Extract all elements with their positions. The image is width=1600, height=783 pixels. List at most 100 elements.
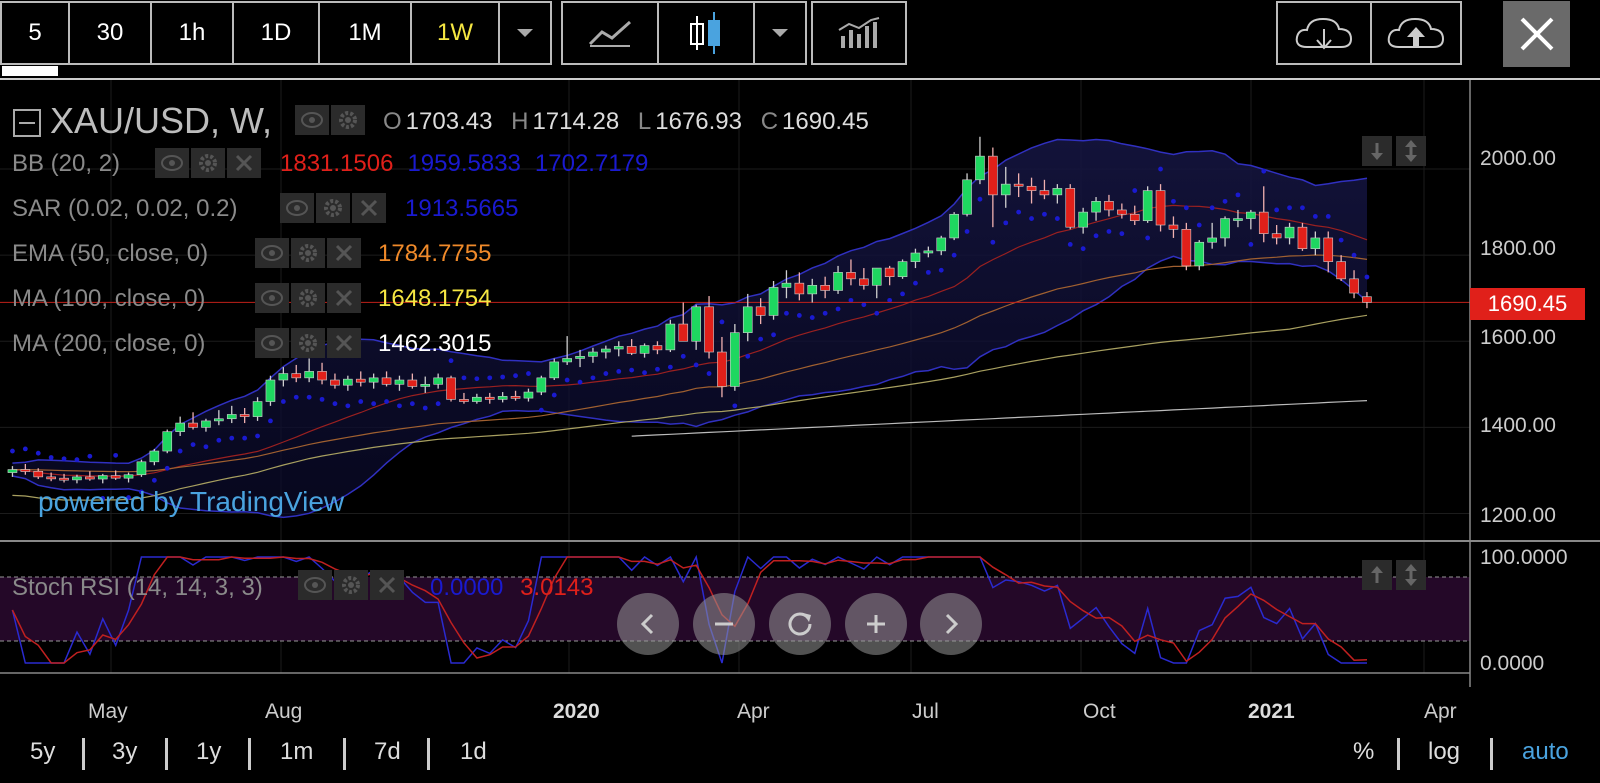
interval-1d-button[interactable]: 1D <box>232 1 320 65</box>
visibility-button[interactable] <box>155 148 189 178</box>
candle <box>639 343 650 358</box>
settings-button[interactable] <box>191 148 225 178</box>
visibility-button[interactable] <box>295 105 329 135</box>
sar-dot <box>280 399 286 404</box>
remove-button[interactable] <box>227 148 261 178</box>
cloud-download-button[interactable] <box>1276 1 1372 65</box>
candle-body <box>871 267 882 286</box>
percent-scale-button[interactable]: % <box>1353 738 1375 765</box>
range-1d-button[interactable]: 1d <box>460 738 487 765</box>
visibility-button[interactable] <box>255 238 289 268</box>
candle <box>510 390 521 401</box>
remove-button[interactable] <box>352 193 386 223</box>
time-tick-label: 2020 <box>553 700 600 723</box>
reset-button[interactable] <box>769 593 831 655</box>
line-chart-button[interactable] <box>561 1 659 65</box>
zoom-out-button[interactable] <box>693 593 755 655</box>
candle <box>910 248 921 269</box>
sar-dot <box>913 280 918 286</box>
scroll-left-button[interactable] <box>617 593 679 655</box>
divider <box>427 738 430 770</box>
remove-button[interactable] <box>370 570 404 600</box>
interval-1m-button[interactable]: 1M <box>318 1 412 65</box>
divider <box>1397 738 1400 770</box>
interval-1h-button[interactable]: 1h <box>150 1 234 65</box>
candle-body <box>575 356 585 359</box>
settings-button[interactable] <box>291 283 325 313</box>
candle-body <box>317 371 327 381</box>
candle <box>678 302 689 342</box>
scroll-right-button[interactable] <box>920 593 982 655</box>
stoch-scale-expand-button[interactable] <box>1396 560 1426 590</box>
indicator-values: 1784.7755 <box>378 240 505 268</box>
settings-button[interactable] <box>334 570 368 600</box>
remove-button[interactable] <box>327 238 361 268</box>
high-value: 1714.28 <box>532 108 620 135</box>
candle-body <box>1168 224 1179 230</box>
visibility-button[interactable] <box>280 193 314 223</box>
sar-dot <box>655 366 660 372</box>
candle-body <box>846 272 856 280</box>
range-5y-button[interactable]: 5y <box>30 738 56 765</box>
chart-type-dropdown-button[interactable] <box>753 1 807 65</box>
candle-body <box>962 179 972 215</box>
candle <box>1155 184 1166 232</box>
candle <box>652 341 663 355</box>
scale-down-button[interactable] <box>1362 136 1392 166</box>
cloud-download-icon <box>1295 17 1353 50</box>
candle <box>484 392 495 404</box>
range-7d-button[interactable]: 7d <box>374 738 401 765</box>
zoom-in-button[interactable] <box>845 593 907 655</box>
interval-1w-button[interactable]: 1W <box>410 1 500 65</box>
sar-dot <box>732 403 738 409</box>
scale-expand-button[interactable] <box>1396 136 1426 166</box>
settings-button[interactable] <box>331 105 365 135</box>
chevron-right-icon <box>945 613 959 635</box>
candle-body <box>497 396 508 400</box>
auto-scale-button[interactable]: auto <box>1522 738 1569 765</box>
settings-button[interactable] <box>291 328 325 358</box>
range-1m-button[interactable]: 1m <box>280 738 314 765</box>
interval-dropdown-button[interactable] <box>498 1 552 65</box>
high-label: H <box>511 108 529 135</box>
range-1y-button[interactable]: 1y <box>196 738 222 765</box>
collapse-icon[interactable] <box>12 108 42 138</box>
indicators-icon <box>838 17 880 48</box>
stoch-scale-up-button[interactable] <box>1362 560 1392 590</box>
toolbar-scroll-indicator[interactable] <box>2 66 58 76</box>
candle <box>1258 186 1269 243</box>
price-chart[interactable] <box>0 80 1600 730</box>
stoch-values: 0.0000 3.0143 <box>430 574 593 602</box>
sar-dot <box>938 267 944 273</box>
indicator-value: 1831.1506 <box>280 150 394 177</box>
candle <box>742 293 753 342</box>
time-tick-label: 2021 <box>1248 700 1295 723</box>
log-scale-button[interactable]: log <box>1428 738 1461 765</box>
settings-button[interactable] <box>316 193 350 223</box>
sar-dot <box>216 437 222 443</box>
visibility-button[interactable] <box>298 570 332 600</box>
close-icon <box>360 199 378 217</box>
tradingview-watermark[interactable]: powered by TradingView <box>38 486 345 517</box>
visibility-button[interactable] <box>255 283 289 313</box>
remove-button[interactable] <box>327 283 361 313</box>
close-icon <box>335 244 353 262</box>
candlestick-button[interactable] <box>657 1 755 65</box>
candle <box>601 345 611 359</box>
settings-button[interactable] <box>291 238 325 268</box>
interval-30-button[interactable]: 30 <box>68 1 152 65</box>
candle <box>949 212 959 241</box>
cloud-upload-button[interactable] <box>1370 1 1462 65</box>
candle-body <box>1155 190 1166 226</box>
close-button[interactable] <box>1503 1 1570 67</box>
interval-label: 30 <box>96 19 124 46</box>
indicators-button[interactable] <box>811 1 907 65</box>
visibility-button[interactable] <box>255 328 289 358</box>
sar-dot <box>409 401 415 407</box>
range-3y-button[interactable]: 3y <box>112 738 138 765</box>
candle-body <box>1039 190 1050 196</box>
interval-5-button[interactable]: 5 <box>0 1 70 65</box>
candle <box>1194 240 1205 271</box>
remove-button[interactable] <box>327 328 361 358</box>
candle-body <box>175 422 185 432</box>
